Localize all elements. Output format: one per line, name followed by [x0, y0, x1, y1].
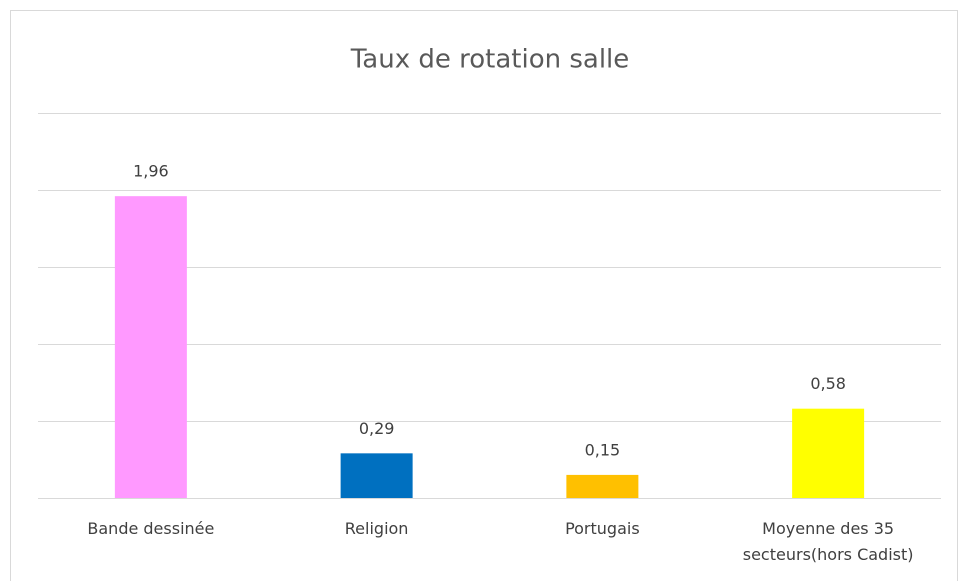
bar: [566, 474, 639, 498]
data-label: 1,96: [133, 162, 169, 181]
bar: [792, 408, 865, 498]
x-tick-label: Portugais: [565, 519, 640, 538]
x-tick-label: Bande dessinée: [87, 519, 215, 538]
x-tick-label: Religion: [344, 519, 409, 538]
chart-title: Taux de rotation salle: [350, 45, 630, 75]
data-label: 0,29: [359, 419, 395, 438]
data-label: 0,15: [585, 440, 621, 459]
bar: [340, 453, 413, 498]
x-tick-label: Moyenne des 35 secteurs(hors Cadist): [742, 519, 914, 564]
data-label: 0,58: [810, 374, 846, 393]
bar: [114, 196, 187, 498]
